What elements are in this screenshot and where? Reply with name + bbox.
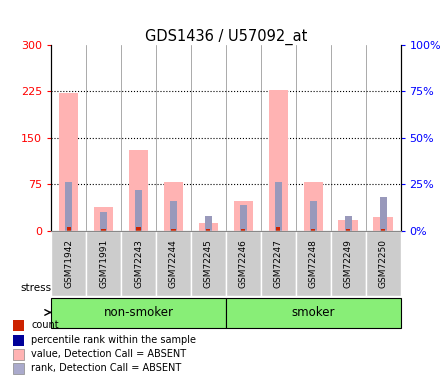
Text: rank, Detection Call = ABSENT: rank, Detection Call = ABSENT <box>31 363 182 373</box>
Text: GSM72246: GSM72246 <box>239 239 248 288</box>
Bar <box>100 212 107 231</box>
Bar <box>269 90 288 231</box>
Bar <box>199 223 218 231</box>
Bar <box>380 197 387 231</box>
Bar <box>381 229 385 231</box>
Text: GSM72247: GSM72247 <box>274 239 283 288</box>
Text: GSM72244: GSM72244 <box>169 239 178 288</box>
Bar <box>101 229 105 231</box>
Bar <box>164 182 183 231</box>
Bar <box>205 216 212 231</box>
Text: GSM72249: GSM72249 <box>344 239 352 288</box>
Bar <box>170 201 177 231</box>
Text: stress: stress <box>20 283 51 293</box>
Text: non-smoker: non-smoker <box>104 306 174 319</box>
Bar <box>331 231 366 296</box>
Bar <box>226 231 261 296</box>
Bar <box>171 229 175 231</box>
Bar <box>135 190 142 231</box>
Bar <box>346 229 350 231</box>
Bar <box>344 216 352 231</box>
Bar <box>156 231 191 296</box>
Bar <box>276 227 280 231</box>
Bar <box>206 229 210 231</box>
Bar <box>13 363 24 374</box>
Bar <box>51 298 226 328</box>
Text: GSM72248: GSM72248 <box>309 239 318 288</box>
Bar <box>137 227 141 231</box>
Title: GDS1436 / U57092_at: GDS1436 / U57092_at <box>145 29 307 45</box>
Text: smoker: smoker <box>291 306 335 319</box>
Bar <box>51 231 86 296</box>
Text: GSM71991: GSM71991 <box>99 239 108 288</box>
Bar <box>373 217 392 231</box>
Bar <box>226 298 400 328</box>
Bar <box>13 334 24 346</box>
Bar <box>13 320 24 331</box>
Text: GSM71942: GSM71942 <box>64 239 73 288</box>
Text: GSM72250: GSM72250 <box>379 239 388 288</box>
Text: count: count <box>31 321 59 330</box>
Bar <box>241 229 245 231</box>
Bar <box>366 231 400 296</box>
Bar <box>191 231 226 296</box>
Bar <box>275 182 282 231</box>
Bar <box>234 201 253 231</box>
Text: GSM72243: GSM72243 <box>134 239 143 288</box>
Text: percentile rank within the sample: percentile rank within the sample <box>31 335 196 345</box>
Bar <box>303 182 323 231</box>
Text: GSM72245: GSM72245 <box>204 239 213 288</box>
Bar <box>261 231 295 296</box>
Bar <box>240 205 247 231</box>
Bar <box>94 207 113 231</box>
Bar <box>59 93 78 231</box>
Bar <box>295 231 331 296</box>
Bar <box>339 220 358 231</box>
Bar <box>65 182 72 231</box>
Bar <box>67 227 71 231</box>
Bar <box>86 231 121 296</box>
Text: value, Detection Call = ABSENT: value, Detection Call = ABSENT <box>31 349 186 359</box>
Bar <box>310 201 317 231</box>
Bar <box>129 150 148 231</box>
Bar <box>311 229 315 231</box>
Bar <box>13 349 24 360</box>
Bar <box>121 231 156 296</box>
